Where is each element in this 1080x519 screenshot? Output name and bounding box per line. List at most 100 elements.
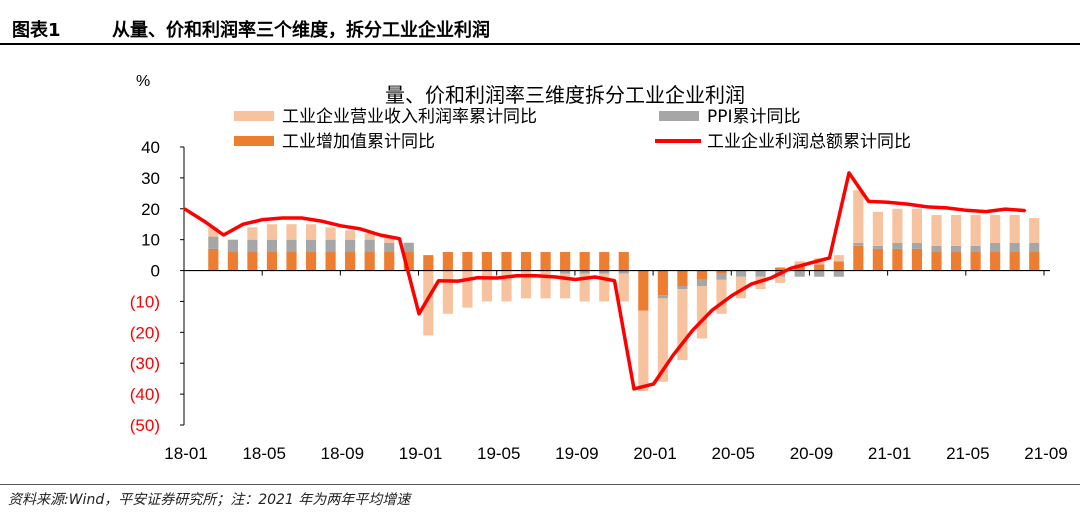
bar-2-18-07: [305, 252, 317, 271]
bar-1-20-08: [755, 270, 766, 277]
profit-point: [750, 282, 753, 286]
bar-2-20-06: [716, 270, 727, 274]
bar-1-19-10: [579, 270, 590, 274]
profit-point: [183, 207, 186, 210]
bar-1-20-06: [716, 273, 727, 280]
bar-1-21-08: [970, 245, 981, 253]
bar-2-18-05: [266, 252, 278, 271]
profit-point: [281, 216, 284, 220]
bar-0-19-07: [520, 270, 532, 299]
profit-point: [320, 219, 323, 223]
bar-0-18-04: [247, 227, 258, 240]
profit-point: [574, 278, 577, 281]
profit-point: [515, 274, 518, 278]
bar-1-19-11: [599, 270, 610, 274]
profit-point: [847, 171, 851, 175]
bar-0-19-03: [442, 270, 453, 314]
profit-point: [965, 209, 968, 212]
profit-point: [261, 218, 264, 221]
bar-0-19-08: [540, 270, 551, 299]
bar-0-21-09: [990, 214, 1001, 243]
bar-1-21-04: [892, 242, 903, 249]
profit-point: [789, 267, 792, 270]
x-tick-label: 18-05: [242, 444, 285, 463]
profit-point: [535, 274, 538, 278]
bar-1-20-12: [833, 270, 844, 277]
bar-2-18-06: [286, 252, 297, 271]
bar-1-20-03: [657, 295, 668, 299]
profit-point: [671, 353, 675, 357]
bar-0-18-02: [208, 227, 219, 237]
x-tick-label: 18-09: [321, 444, 364, 463]
bar-2-18-12: [403, 252, 414, 271]
legend-label-3: 工业企业利润总额累计同比: [707, 132, 911, 152]
bar-0-18-05: [266, 224, 278, 240]
chart-title: 量、价和利润率三维度拆分工业企业利润: [385, 83, 745, 107]
profit-point: [554, 275, 558, 279]
bar-1-21-03: [872, 245, 883, 249]
bar-0-20-04: [677, 289, 688, 361]
bar-0-19-04: [462, 270, 473, 308]
bar-0-21-07: [950, 214, 962, 246]
profit-point: [828, 256, 831, 260]
legend-swatch-0: [234, 111, 274, 121]
profit-point: [945, 206, 948, 210]
bar-2-18-03: [227, 252, 238, 271]
bar-1-20-10: [794, 270, 805, 277]
bar-2-19-04: [462, 252, 473, 271]
profit-point: [1023, 209, 1027, 212]
bar-0-21-03: [872, 211, 883, 246]
y-tick-label: (50): [130, 416, 160, 435]
y-tick-label: 40: [141, 138, 160, 157]
figure-title: 从量、价和利润率三个维度，拆分工业企业利润: [112, 20, 490, 41]
bar-2-19-08: [540, 252, 551, 271]
bar-1-18-08: [325, 239, 336, 253]
profit-point: [984, 210, 988, 213]
bar-1-21-05: [911, 242, 923, 249]
footer-rule: [0, 484, 1080, 485]
profit-point: [730, 294, 733, 297]
bar-2-21-06: [931, 252, 942, 271]
profit-point: [241, 223, 245, 226]
legend-swatch-2: [234, 136, 274, 146]
bar-2-18-10: [364, 252, 375, 271]
profit-point: [613, 279, 616, 282]
x-tick-label: 20-05: [712, 444, 755, 463]
header-rule: [0, 43, 1080, 45]
profit-point: [398, 237, 401, 240]
source-note: 资料来源:Wind，平安证券研究所；注：2021 年为两年平均增速: [8, 492, 411, 508]
bar-1-18-02: [208, 236, 219, 249]
bar-1-19-09: [560, 270, 571, 274]
bar-2-19-10: [579, 252, 590, 271]
x-tick-label: 21-01: [868, 444, 911, 463]
bar-1-18-05: [266, 239, 278, 253]
bar-1-20-07: [735, 270, 747, 277]
bar-1-21-09: [990, 242, 1001, 253]
x-tick-label: 19-01: [399, 444, 442, 463]
bar-1-18-11: [384, 242, 395, 253]
bar-1-18-10: [364, 239, 375, 253]
x-tick-label: 21-09: [1024, 444, 1067, 463]
bar-0-21-04: [892, 208, 903, 243]
x-tick-label: 20-09: [790, 444, 833, 463]
bar-2-19-07: [520, 252, 532, 271]
y-axis-unit: %: [136, 73, 150, 90]
bar-2-19-06: [501, 252, 512, 271]
bar-0-18-11: [384, 236, 395, 243]
profit-point: [437, 279, 440, 282]
bar-2-21-02: [853, 245, 864, 271]
profit-point: [1004, 207, 1007, 211]
bar-0-21-08: [970, 214, 981, 246]
profit-point: [359, 227, 362, 231]
chart: 量、价和利润率三维度拆分工业企业利润% 工业企业营业收入利润率累计同比 PPI累计同…: [130, 73, 1068, 463]
bar-2-20-03: [657, 270, 668, 296]
legend-label-0: 工业企业营业收入利润率累计同比: [282, 107, 537, 127]
bar-0-20-05: [696, 286, 708, 339]
bar-2-21-10: [1009, 252, 1020, 271]
bar-0-18-09: [345, 230, 356, 240]
y-tick-label: 30: [141, 169, 160, 188]
bar-1-21-07: [950, 245, 962, 253]
bar-1-19-12: [618, 270, 629, 274]
bar-0-19-12: [618, 273, 629, 302]
bar-2-19-05: [481, 252, 493, 271]
